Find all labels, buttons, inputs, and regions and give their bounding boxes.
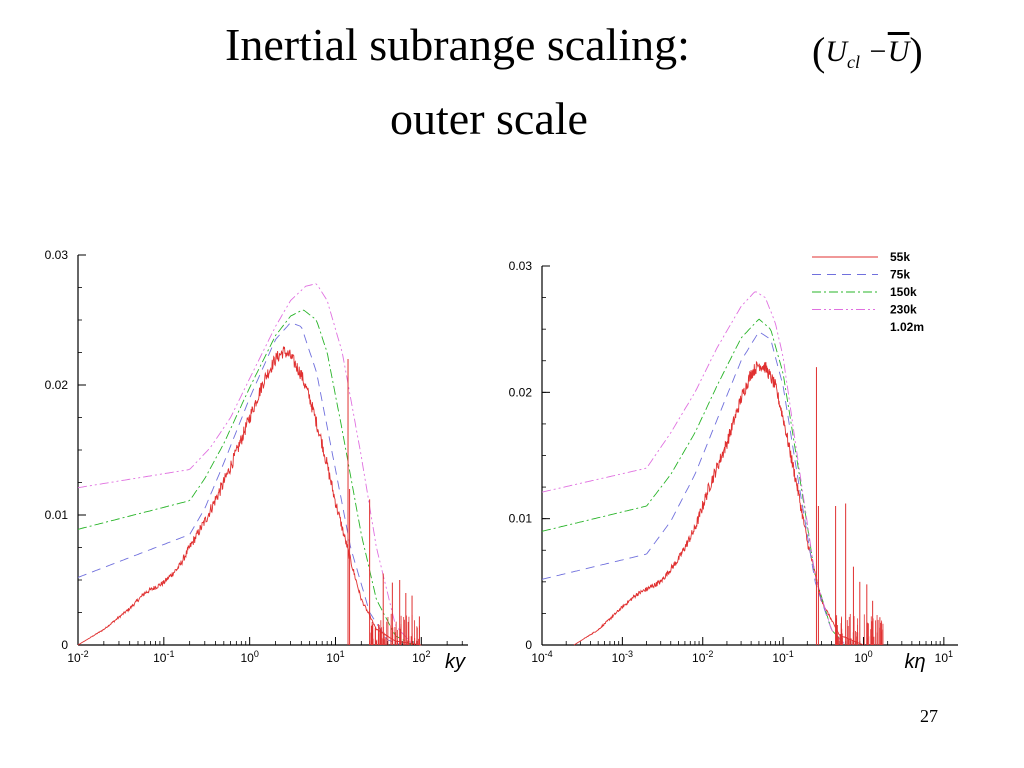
formula-minus: − — [867, 35, 888, 68]
y-tick-label: 0.01 — [509, 512, 533, 526]
series-line-75k — [541, 331, 845, 644]
formula-open-paren: ( — [812, 29, 826, 74]
x-tick-label: 10-4 — [531, 649, 552, 665]
formula-u: U — [825, 35, 847, 68]
y-tick-label: 0.03 — [509, 259, 533, 273]
x-tick-label: 10-3 — [612, 649, 633, 665]
legend-label: 150k — [890, 285, 917, 299]
x-tick-label: 102 — [412, 649, 430, 665]
y-tick-label: 0 — [61, 638, 68, 652]
legend-label: 75k — [890, 268, 910, 282]
y-tick-label: 0.03 — [45, 248, 69, 262]
x-tick-label: 101 — [326, 649, 344, 665]
legend-label: 1.02m — [890, 320, 924, 334]
series-line-230k — [541, 291, 845, 644]
title-formula: (Ucl −U) — [812, 28, 923, 74]
x-tick-label: 100 — [240, 649, 258, 665]
y-tick-label: 0.02 — [509, 385, 533, 399]
series-line-230k — [77, 283, 412, 644]
series-line-150k — [77, 309, 412, 645]
legend-label: 230k — [890, 303, 917, 317]
x-tick-label: 100 — [854, 649, 872, 665]
y-tick-label: 0.02 — [45, 378, 69, 392]
series-line-55k — [573, 360, 864, 646]
series-line-150k — [541, 318, 845, 644]
page-number: 27 — [920, 706, 938, 726]
series-line-75k — [77, 322, 401, 645]
legend-label: 55k — [890, 250, 910, 264]
x-tick-label: 10-1 — [153, 649, 174, 665]
x-tick-label: 101 — [935, 649, 953, 665]
x-axis-label: kη — [904, 651, 925, 673]
formula-close-paren: ) — [909, 29, 923, 74]
x-tick-label: 10-2 — [67, 649, 88, 665]
series-line-55k — [77, 346, 422, 646]
title-line-2: outer scale — [390, 93, 588, 144]
formula-u-bar: U — [887, 35, 910, 68]
x-tick-label: 10-1 — [772, 649, 793, 665]
formula-subscript: cl — [847, 52, 860, 72]
x-tick-label: 10-2 — [692, 649, 713, 665]
x-axis-label: ky — [445, 651, 466, 673]
y-tick-label: 0 — [525, 638, 532, 652]
y-tick-label: 0.01 — [45, 508, 69, 522]
slide-title: Inertial subrange scaling: (Ucl −U) oute… — [0, 10, 1024, 144]
title-line-1: Inertial subrange scaling: — [225, 19, 690, 70]
